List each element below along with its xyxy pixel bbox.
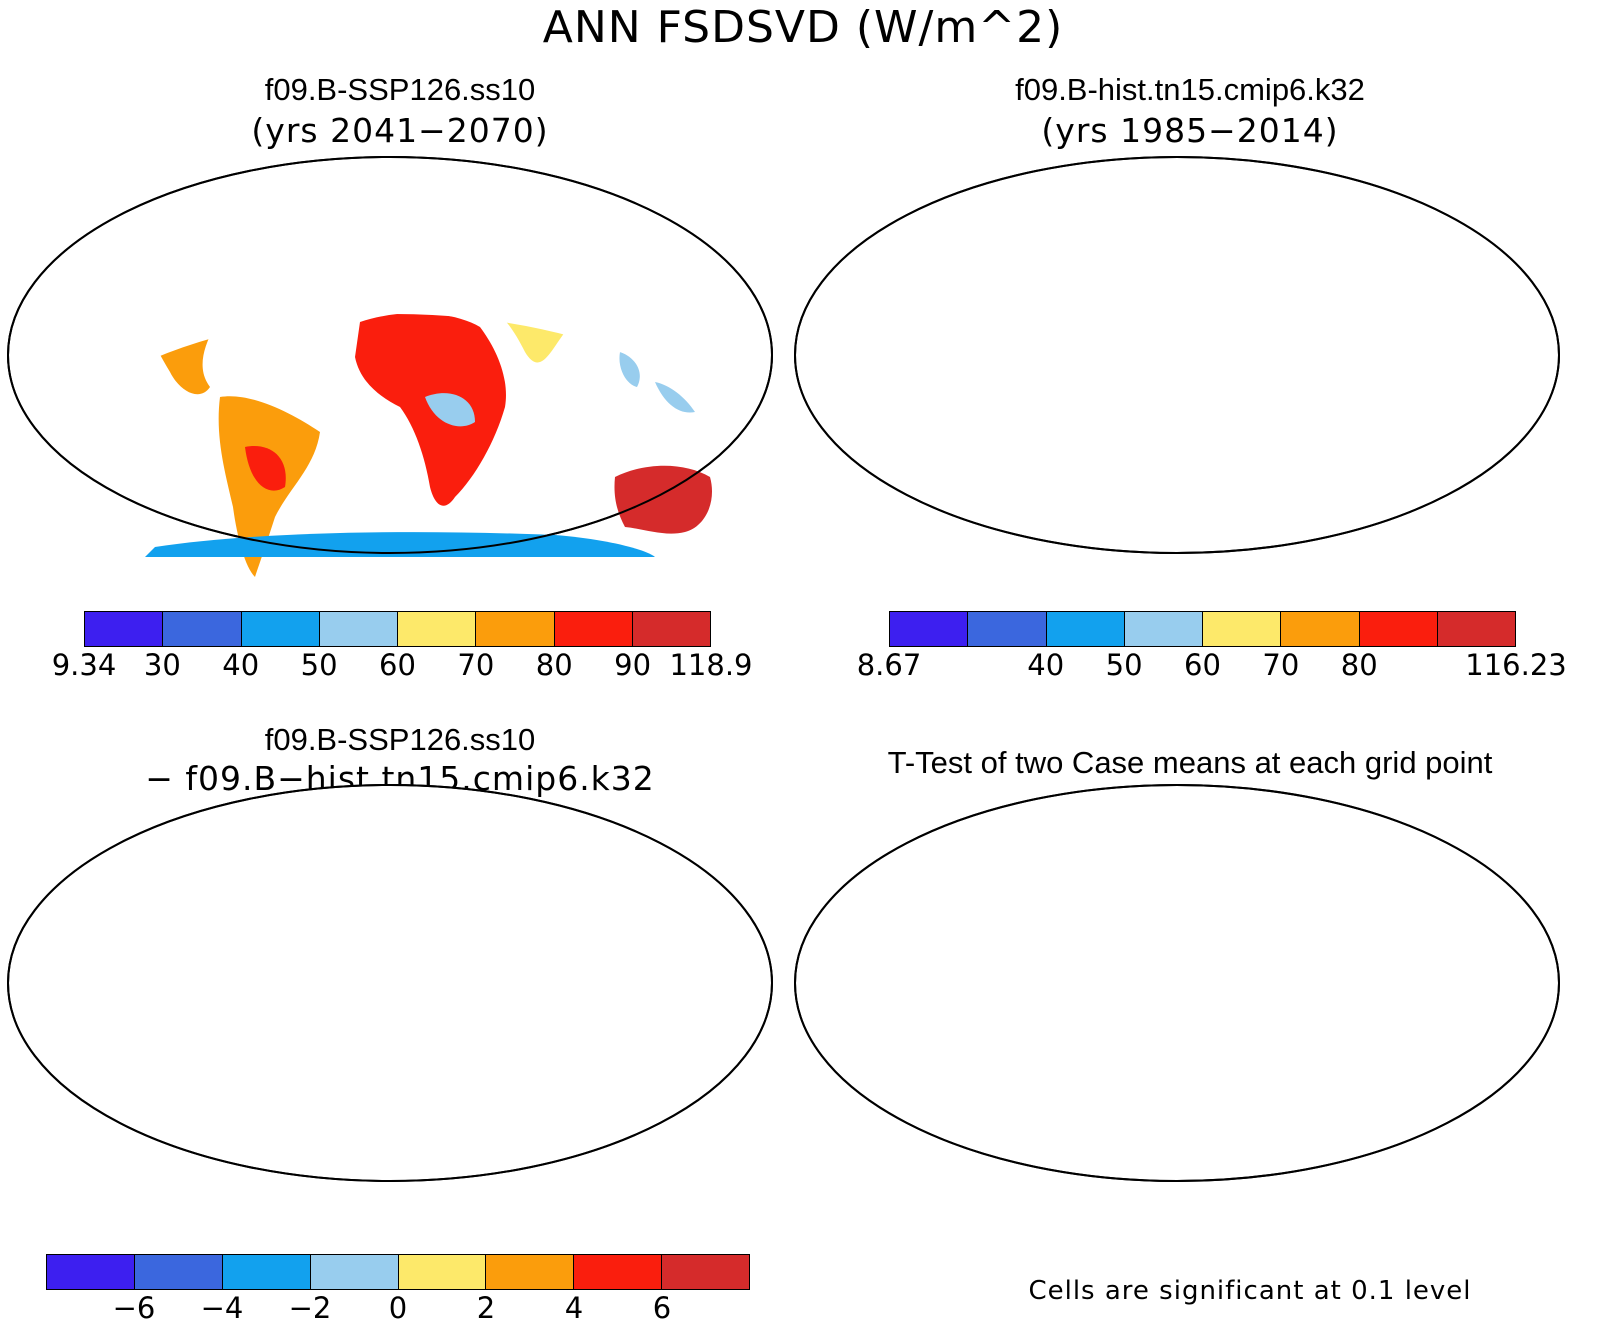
colorbar-swatch bbox=[1203, 612, 1282, 646]
map-panel-2 bbox=[794, 156, 1560, 554]
colorbar-swatch bbox=[968, 612, 1047, 646]
colorbar-tick-label: −4 bbox=[200, 1291, 244, 1323]
colorbar-swatch bbox=[574, 1255, 663, 1289]
panel-2-subtitle: (yrs 1985−2014) bbox=[1041, 111, 1339, 150]
colorbar-swatch bbox=[1124, 612, 1203, 646]
colorbar-tick-label: 6 bbox=[652, 1291, 672, 1323]
significance-note: Cells are significant at 0.1 level bbox=[1028, 1276, 1472, 1306]
colorbar-tick-label: 8.67 bbox=[856, 648, 922, 682]
colorbar-tick-label: 40 bbox=[222, 648, 260, 682]
colorbar-swatch bbox=[85, 612, 164, 646]
colorbar-tick-label: 118.9 bbox=[669, 648, 753, 682]
panel-1-subtitle: (yrs 2041−2070) bbox=[251, 111, 549, 150]
colorbar-tick-label: 70 bbox=[457, 648, 495, 682]
colorbar-tick-label: 4 bbox=[564, 1291, 584, 1323]
colorbar-tick-label: 80 bbox=[1340, 648, 1378, 682]
colorbar-swatch bbox=[319, 612, 398, 646]
colorbar-swatch bbox=[1281, 612, 1360, 646]
colorbar-swatch bbox=[222, 1255, 311, 1289]
colorbar-swatch bbox=[47, 1255, 135, 1289]
map-panel-4 bbox=[794, 784, 1560, 1182]
colorbar-tick-label: −6 bbox=[112, 1291, 156, 1323]
colorbar-tick-label: 90 bbox=[614, 648, 652, 682]
colorbar-tick-label: 70 bbox=[1262, 648, 1300, 682]
colorbar-swatch bbox=[890, 612, 969, 646]
colorbar-swatch bbox=[1359, 612, 1438, 646]
colorbar-swatch bbox=[398, 1255, 487, 1289]
colorbar-swatch bbox=[310, 1255, 399, 1289]
panel-1-title: f09.B-SSP126.ss10 bbox=[264, 72, 536, 107]
map-panel-1 bbox=[7, 156, 773, 577]
colorbar-tick-label: 30 bbox=[143, 648, 181, 682]
colorbar-tick-label: 60 bbox=[1184, 648, 1221, 682]
colorbar-tick-label: 50 bbox=[1105, 648, 1143, 682]
colorbar-tick-label: 9.34 bbox=[51, 648, 117, 682]
colorbar-swatch bbox=[163, 612, 242, 646]
colorbar-panel-3 bbox=[46, 1254, 750, 1290]
map-panel-3 bbox=[7, 784, 773, 1182]
colorbar-tick-label: 80 bbox=[535, 648, 573, 682]
colorbar-tick-label: 40 bbox=[1027, 648, 1065, 682]
colorbar-tick-label: 0 bbox=[388, 1291, 408, 1323]
colorbar-swatch bbox=[241, 612, 320, 646]
colorbar-swatch bbox=[662, 1255, 749, 1289]
colorbar-tick-label: 60 bbox=[379, 648, 416, 682]
colorbar-swatch bbox=[1437, 612, 1515, 646]
colorbar-panel-2 bbox=[889, 611, 1516, 647]
colorbar-tick-label: −2 bbox=[288, 1291, 332, 1323]
colorbar-swatch bbox=[134, 1255, 223, 1289]
panel-3-title: f09.B-SSP126.ss10 bbox=[264, 722, 536, 757]
colorbar-tick-label: 116.23 bbox=[1465, 648, 1567, 682]
colorbar-tick-label: 50 bbox=[300, 648, 338, 682]
figure-title: ANN FSDSVD (W/m^2) bbox=[542, 2, 1064, 53]
colorbar-swatch bbox=[632, 612, 710, 646]
colorbar-swatch bbox=[476, 612, 555, 646]
colorbar-tick-label: 2 bbox=[476, 1291, 496, 1323]
colorbar-swatch bbox=[554, 612, 633, 646]
colorbar-panel-1 bbox=[84, 611, 711, 647]
colorbar-swatch bbox=[398, 612, 477, 646]
colorbar-swatch bbox=[1046, 612, 1125, 646]
colorbar-swatch bbox=[486, 1255, 575, 1289]
panel-4-title: T-Test of two Case means at each grid po… bbox=[887, 745, 1493, 780]
panel-2-title: f09.B-hist.tn15.cmip6.k32 bbox=[1015, 72, 1365, 107]
